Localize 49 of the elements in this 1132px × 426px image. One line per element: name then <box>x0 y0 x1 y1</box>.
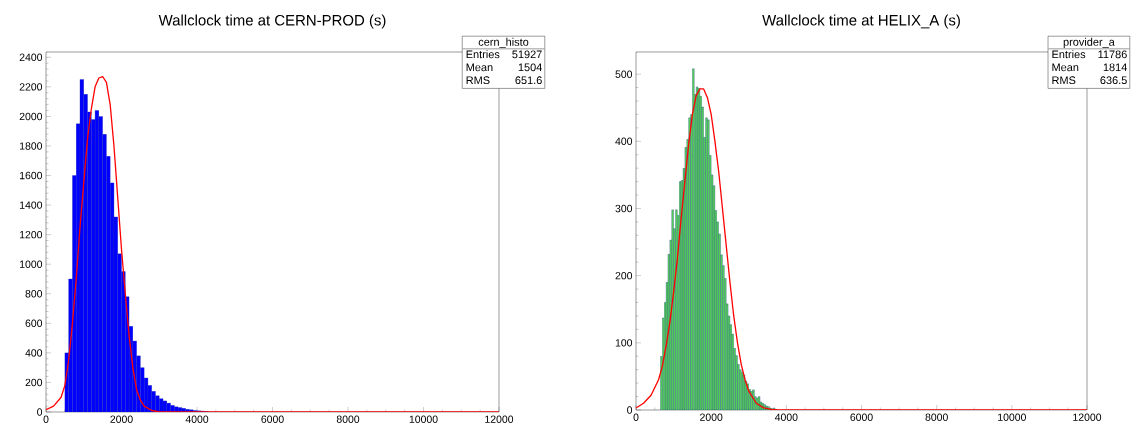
y-tick-label: 300 <box>615 204 633 213</box>
annotation: Entries <box>1052 50 1086 59</box>
text: 651.6 <box>515 76 542 85</box>
annotation: Mean <box>1052 63 1079 72</box>
x-tick-label: 10000 <box>998 413 1026 421</box>
x-tick-label: 12000 <box>485 415 514 423</box>
text: 11786 <box>1098 50 1127 59</box>
x-tick-label: 12000 <box>1073 413 1102 421</box>
chart-title: Wallclock time at HELIX_A (s) <box>762 14 960 29</box>
y-tick-label: 0 <box>37 408 43 416</box>
text: 1504 <box>518 63 542 72</box>
y-tick-label: 200 <box>25 378 43 387</box>
text: cern_histo <box>478 37 529 48</box>
x-tick-label: 0 <box>633 413 639 421</box>
x-tick-label: 2000 <box>110 415 133 423</box>
y-tick-label: 1000 <box>20 260 43 268</box>
x-tick-label: 6000 <box>261 415 284 423</box>
x-tick-label: 2000 <box>700 413 723 421</box>
text: 1814 <box>1103 63 1127 72</box>
y-tick-label: 1200 <box>20 230 43 239</box>
y-tick-label: 400 <box>615 137 633 145</box>
y-tick-label: 500 <box>615 70 633 78</box>
annotation: Mean <box>466 63 493 72</box>
x-tick-label: 10000 <box>409 415 438 423</box>
chart-title: Wallclock time at CERN-PROD (s) <box>158 14 386 29</box>
x-tick-label: 8000 <box>925 413 948 421</box>
y-tick-label: 1400 <box>20 201 43 209</box>
y-tick-label: 600 <box>25 319 43 327</box>
annotation: RMS <box>1052 76 1076 85</box>
y-tick-label: 1600 <box>20 171 43 180</box>
y-tick-label: 0 <box>627 406 633 414</box>
text: 636.5 <box>1100 76 1127 85</box>
y-tick-label: 200 <box>615 271 633 280</box>
text: provider_a <box>1063 37 1115 48</box>
x-tick-label: 4000 <box>774 413 798 421</box>
y-tick-label: 2200 <box>19 83 43 91</box>
annotation: Entries <box>466 50 500 59</box>
y-tick-label: 1800 <box>20 142 43 150</box>
y-tick-label: 800 <box>25 289 43 298</box>
x-tick-label: 8000 <box>336 415 360 423</box>
y-tick-label: 2400 <box>19 53 43 61</box>
x-tick-label: 0 <box>43 415 49 423</box>
annotation: RMS <box>466 76 490 85</box>
y-tick-label: 100 <box>615 339 633 347</box>
x-tick-label: 4000 <box>185 415 209 423</box>
y-tick-label: 400 <box>25 349 43 357</box>
y-tick-label: 2000 <box>19 112 43 121</box>
text: 51927 <box>512 50 542 59</box>
x-tick-label: 6000 <box>850 413 873 421</box>
